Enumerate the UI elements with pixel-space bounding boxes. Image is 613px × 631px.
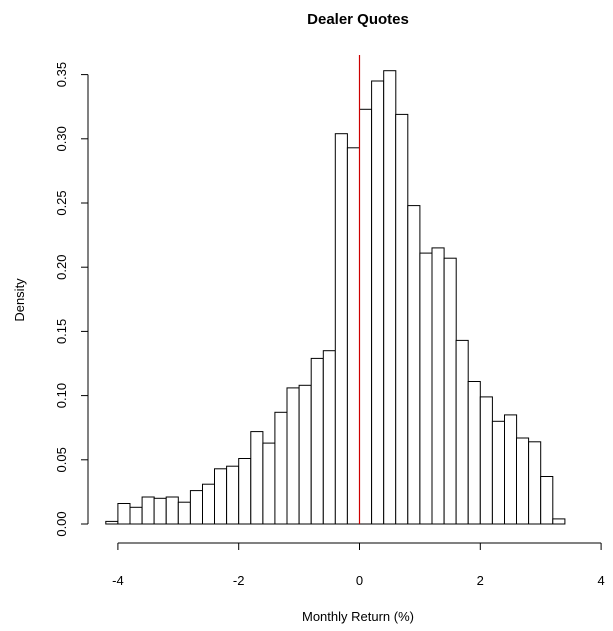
histogram-bar [540, 476, 554, 525]
histogram-bar [129, 506, 143, 525]
histogram-bar [274, 411, 288, 525]
histogram-bar [202, 483, 216, 525]
histogram-bar [153, 497, 167, 525]
x-tick-label: -2 [233, 573, 245, 588]
histogram-bar [165, 496, 179, 525]
histogram-bar [189, 490, 203, 525]
histogram-bar [250, 431, 264, 525]
histogram-bar [383, 70, 397, 525]
x-tick-label: 2 [477, 573, 484, 588]
histogram-bar [310, 357, 324, 525]
histogram-bar [322, 350, 336, 525]
y-tick-label: 0.10 [54, 383, 69, 408]
histogram-bar [395, 113, 409, 525]
y-tick-label: 0.15 [54, 319, 69, 344]
histogram-bar [504, 414, 518, 525]
histogram-bar [419, 252, 433, 525]
histogram-bar [443, 257, 457, 525]
y-tick-label: 0.35 [54, 62, 69, 87]
histogram-bar [455, 339, 469, 525]
y-tick-label: 0.20 [54, 255, 69, 280]
x-axis: -4 -2 0 2 4 [112, 542, 605, 588]
y-axis: 0.00 0.05 0.10 0.15 0.20 0.25 0.30 0.35 [54, 62, 89, 537]
histogram-bar [214, 468, 228, 525]
histogram-bar [359, 108, 373, 525]
histogram-bar [467, 381, 481, 525]
x-axis-label: Monthly Return (%) [302, 609, 414, 624]
histogram-bar [407, 205, 421, 525]
y-tick-label: 0.00 [54, 511, 69, 536]
histogram-bar [238, 458, 252, 525]
histogram-bar [371, 80, 385, 525]
x-tick-label: -4 [112, 573, 124, 588]
x-tick-label: 0 [356, 573, 363, 588]
histogram-bar [479, 396, 493, 525]
histogram-bar [286, 387, 300, 525]
histogram-bar [516, 437, 530, 525]
histogram-bar [334, 133, 348, 525]
chart-title: Dealer Quotes [307, 11, 409, 28]
y-tick-label: 0.05 [54, 447, 69, 472]
histogram-bar [117, 503, 131, 525]
x-tick-label: 4 [597, 573, 604, 588]
histogram-bar [177, 501, 191, 525]
histogram-bar [262, 442, 276, 525]
histogram-bar [528, 441, 542, 525]
histogram-bar [105, 520, 119, 525]
histogram-bar [346, 147, 360, 525]
histogram-bar [226, 465, 240, 525]
histogram-bar [431, 247, 445, 525]
histogram-bar [552, 518, 566, 525]
histogram-bar [491, 420, 505, 525]
y-axis-label: Density [12, 278, 27, 322]
y-tick-label: 0.30 [54, 126, 69, 151]
histogram-bar [298, 384, 312, 525]
histogram-bar [141, 496, 155, 525]
histogram-bars [105, 70, 566, 525]
y-tick-label: 0.25 [54, 190, 69, 215]
